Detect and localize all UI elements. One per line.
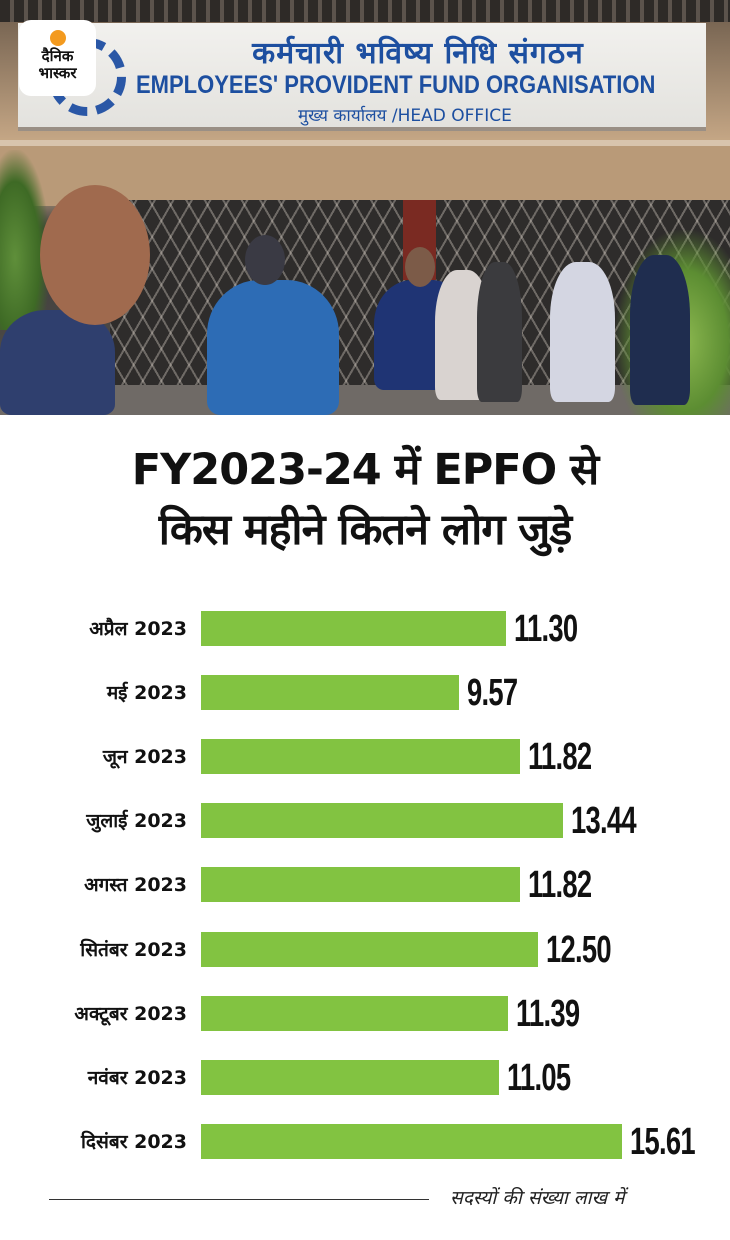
bar bbox=[201, 803, 564, 838]
bar-value-label: 11.82 bbox=[527, 736, 592, 778]
person-head bbox=[405, 247, 435, 287]
bar-row: अगस्त 2023 11.82 bbox=[0, 864, 730, 906]
dainik-bhaskar-logo[interactable]: दैनिक भास्कर bbox=[19, 20, 96, 96]
person-dark-jacket bbox=[630, 255, 690, 405]
bar-value-label: 12.50 bbox=[546, 929, 612, 971]
bar-value-label: 11.30 bbox=[513, 608, 578, 650]
person-blurred-foreground bbox=[0, 310, 115, 415]
bar bbox=[201, 1124, 622, 1159]
bar-row: मई 2023 9.57 bbox=[0, 672, 730, 714]
bar-category-label: अप्रैल 2023 bbox=[89, 618, 187, 640]
sign-english-text: EMPLOYEES' PROVIDENT FUND ORGANISATION bbox=[136, 71, 656, 99]
chart-title-line2: किस महीने कितने लोग जुड़े bbox=[158, 505, 573, 555]
bar-value-label: 9.57 bbox=[467, 672, 518, 714]
bar bbox=[201, 867, 520, 902]
bar-value-label: 11.39 bbox=[516, 993, 580, 1035]
bar-value-label: 11.05 bbox=[507, 1057, 571, 1099]
bar-value-label: 15.61 bbox=[630, 1121, 696, 1163]
bar-row: जून 2023 11.82 bbox=[0, 736, 730, 778]
bar-category-label: सितंबर 2023 bbox=[80, 939, 187, 961]
footer-divider bbox=[49, 1199, 429, 1200]
sun-dot-icon bbox=[49, 30, 66, 46]
bar-row: जुलाई 2023 13.44 bbox=[0, 800, 730, 842]
bar bbox=[201, 675, 460, 710]
bar-row: नवंबर 2023 11.05 bbox=[0, 1057, 730, 1099]
ceiling-grille bbox=[0, 0, 730, 22]
bar-row: दिसंबर 2023 15.61 bbox=[0, 1121, 730, 1163]
person-vest bbox=[477, 262, 522, 402]
logo-text-line2: भास्कर bbox=[38, 64, 77, 82]
header-photo: कर्मचारी भविष्य निधि संगठन EMPLOYEES' PR… bbox=[0, 0, 730, 415]
person-head bbox=[40, 185, 150, 325]
bar-category-label: दिसंबर 2023 bbox=[81, 1131, 187, 1153]
bar bbox=[201, 739, 520, 774]
bar-value-label: 13.44 bbox=[571, 800, 637, 842]
person-head bbox=[245, 235, 285, 285]
bar-category-label: अक्टूबर 2023 bbox=[74, 1003, 187, 1025]
bar-category-label: मई 2023 bbox=[106, 682, 187, 704]
chart-title: FY2023-24 में EPFO से किस महीने कितने लो… bbox=[0, 440, 730, 560]
bar-row: अक्टूबर 2023 11.39 bbox=[0, 993, 730, 1035]
bar-category-label: जुलाई 2023 bbox=[86, 810, 187, 832]
bar bbox=[201, 932, 539, 967]
bar bbox=[201, 996, 509, 1031]
unit-note: सदस्यों की संख्या लाख में bbox=[450, 1187, 625, 1209]
sign-subtitle: मुख्य कार्यालय /HEAD OFFICE bbox=[298, 106, 512, 126]
bar-category-label: जून 2023 bbox=[102, 746, 187, 768]
bar-row: अप्रैल 2023 11.30 bbox=[0, 608, 730, 650]
person-white-shirt bbox=[550, 262, 615, 402]
person-blue-sweater bbox=[207, 280, 339, 415]
sign-hindi-text: कर्मचारी भविष्य निधि संगठन bbox=[252, 36, 584, 71]
epfo-signboard: कर्मचारी भविष्य निधि संगठन EMPLOYEES' PR… bbox=[18, 23, 706, 131]
bar-category-label: अगस्त 2023 bbox=[84, 874, 187, 896]
bar-row: सितंबर 2023 12.50 bbox=[0, 929, 730, 971]
bar-category-label: नवंबर 2023 bbox=[87, 1067, 187, 1089]
logo-text-line1: दैनिक bbox=[41, 47, 74, 65]
bar-value-label: 11.82 bbox=[527, 864, 592, 906]
bar bbox=[201, 1060, 500, 1095]
bar bbox=[201, 611, 506, 646]
chart-title-line1: FY2023-24 में EPFO से bbox=[131, 445, 599, 495]
